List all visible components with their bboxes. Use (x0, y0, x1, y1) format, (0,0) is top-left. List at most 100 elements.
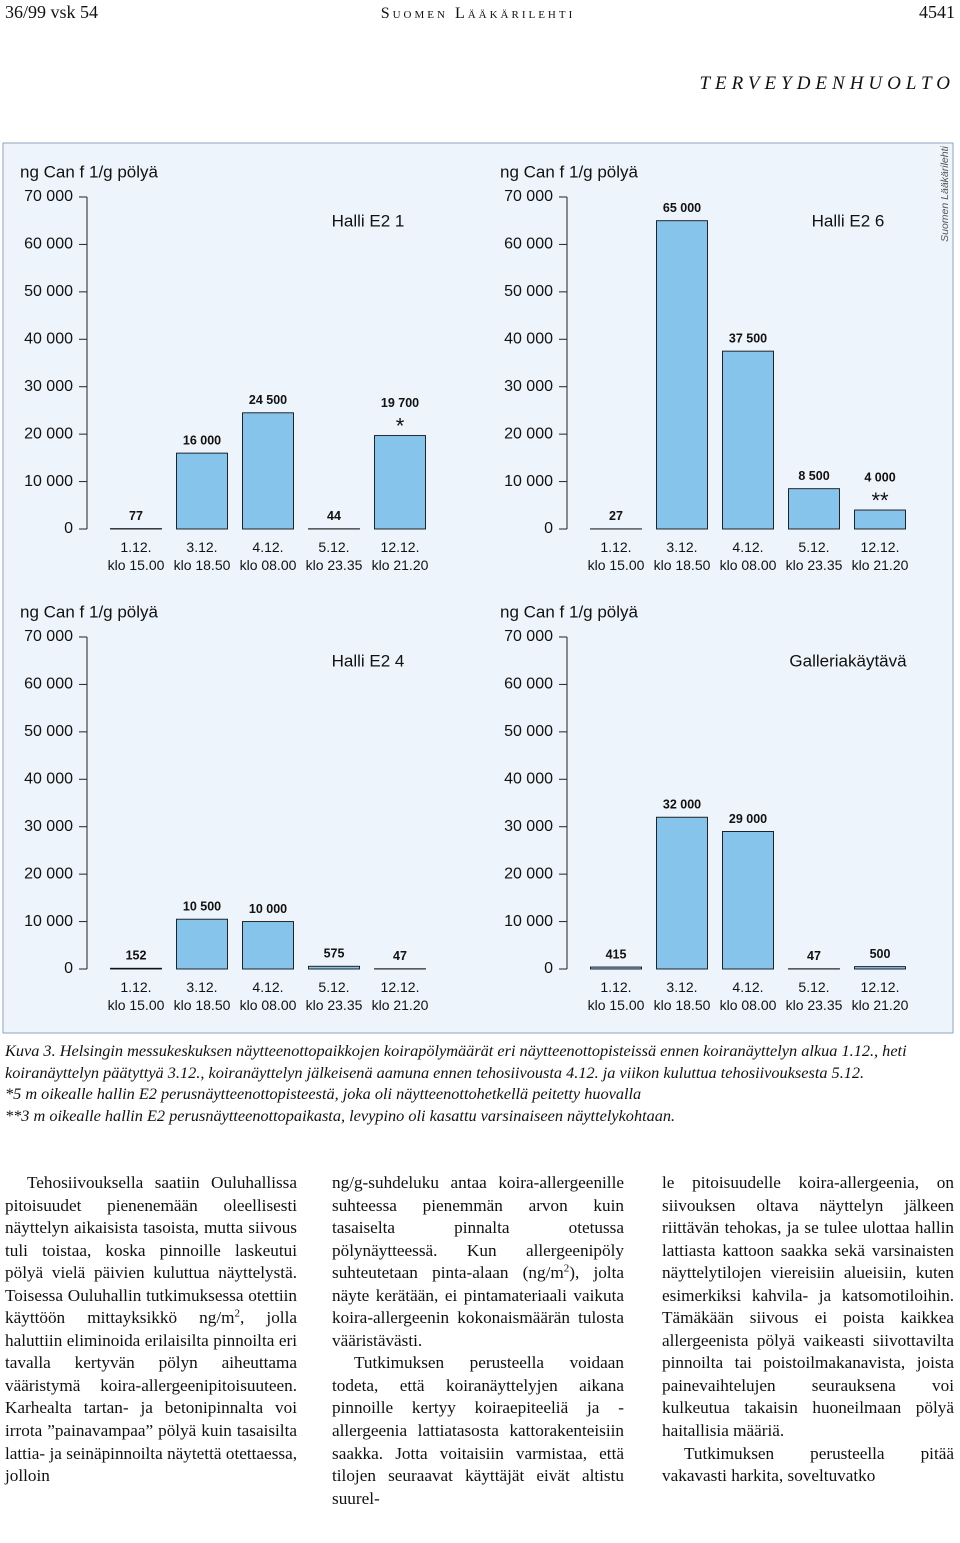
y-tick-label: 20 000 (24, 865, 73, 882)
value-note: * (396, 413, 405, 438)
y-axis-label: ng Can f 1/g pölyä (20, 602, 159, 621)
x-tick-label: 1.12. klo 15.00 (588, 979, 645, 1013)
x-tick-label-line: 1.12. (120, 539, 151, 555)
paragraph: ng/g-suhdeluku antaa koira-allergeenille… (332, 1172, 624, 1352)
caption-note: **3 m oikealle hallin E2 perusnäytteenot… (5, 1105, 676, 1125)
x-tick-label: 3.12. klo 18.50 (654, 979, 711, 1013)
x-tick-label: 12.12. klo 21.20 (852, 539, 909, 573)
x-tick-label: 5.12. klo 23.35 (306, 979, 363, 1013)
y-tick-label: 70 000 (24, 188, 73, 205)
y-tick-label: 70 000 (504, 188, 553, 205)
y-tick-label: 60 000 (24, 676, 73, 693)
y-tick-label: 30 000 (24, 818, 73, 835)
chart-title: Halli E2 1 (332, 211, 405, 230)
x-tick-label: 12.12. klo 21.20 (372, 539, 429, 573)
chart-title: Halli E2 6 (812, 211, 885, 230)
value-label: 77 (129, 509, 143, 523)
value-label: 37 500 (729, 331, 767, 345)
y-tick-label: 40 000 (24, 771, 73, 788)
y-tick-label: 70 000 (24, 628, 73, 645)
bar (176, 452, 228, 530)
x-tick-label: 3.12. klo 18.50 (174, 979, 231, 1013)
bar (656, 816, 708, 970)
x-tick-label-line: klo 18.50 (174, 997, 231, 1013)
value-label: 8 500 (798, 469, 829, 483)
y-tick-label: 50 000 (24, 723, 73, 740)
x-tick-label: 3.12. klo 18.50 (654, 539, 711, 573)
bar (176, 918, 228, 970)
x-tick-label-line: 5.12. (798, 539, 829, 555)
paragraph: Tutkimuksen perusteella voidaan todeta, … (332, 1352, 624, 1510)
value-label: 415 (606, 947, 627, 961)
caption-note: *5 m oikealle hallin E2 perusnäytteenott… (5, 1084, 642, 1104)
text-run: Tutkimuksen perusteella voidaan todeta, … (332, 1353, 624, 1508)
x-tick-label-line: klo 15.00 (108, 557, 165, 573)
bar (242, 921, 294, 970)
paragraph: Tutkimuksen perusteella pitää vakavasti … (662, 1443, 954, 1488)
x-tick-label-line: 3.12. (666, 979, 697, 995)
x-tick-label: 1.12. klo 15.00 (588, 539, 645, 573)
x-tick-label-line: 12.12. (861, 979, 900, 995)
x-tick-label: 12.12. klo 21.20 (852, 979, 909, 1013)
caption-text: Kuva 3. Helsingin messukeskuksen näyttee… (5, 1041, 907, 1082)
x-tick-label-line: klo 23.35 (306, 997, 363, 1013)
x-tick-label-line: 12.12. (381, 979, 420, 995)
text-run: le pitoisuudelle koira-allergeenia, on s… (662, 1173, 954, 1441)
superscript: 2 (563, 1262, 570, 1275)
bar (854, 966, 906, 970)
text-column: le pitoisuudelle koira-allergeenia, on s… (662, 1172, 954, 1488)
x-tick-label-line: klo 23.35 (786, 557, 843, 573)
x-tick-label-line: klo 21.20 (372, 997, 429, 1013)
x-tick-label-line: 5.12. (318, 979, 349, 995)
bar-chart: ng Can f 1/g pölyä Halli E2 1 0 10 000 20 00… (20, 162, 429, 572)
y-tick-label: 0 (544, 520, 553, 537)
text-run: ng/g-suhdeluku antaa koira-allergeenille… (332, 1173, 624, 1283)
y-tick-label: 30 000 (504, 378, 553, 395)
paragraph: le pitoisuudelle koira-allergeenia, on s… (662, 1172, 954, 1443)
value-label: 575 (324, 947, 345, 961)
text-run: , jolla haluttiin eliminoida erilaisilta… (5, 1308, 297, 1486)
y-tick-label: 0 (64, 960, 73, 977)
y-tick-label: 10 000 (24, 913, 73, 930)
x-tick-label-line: klo 15.00 (588, 557, 645, 573)
x-tick-label-line: 4.12. (732, 539, 763, 555)
y-tick-label: 30 000 (504, 818, 553, 835)
x-tick-label: 4.12. klo 08.00 (720, 979, 777, 1013)
y-tick-label: 40 000 (504, 331, 553, 348)
y-tick-label: 50 000 (504, 283, 553, 300)
x-tick-label-line: klo 15.00 (108, 997, 165, 1013)
x-tick-label-line: klo 18.50 (654, 557, 711, 573)
figure-panel (2, 142, 954, 1034)
y-tick-label: 60 000 (504, 236, 553, 253)
side-label: Suomen Lääkärilehti (939, 145, 951, 241)
y-tick-label: 40 000 (504, 771, 553, 788)
y-tick-label: 20 000 (24, 425, 73, 442)
chart-title: Galleriakäytävä (789, 651, 907, 670)
y-tick-label: 20 000 (504, 865, 553, 882)
y-tick-label: 30 000 (24, 378, 73, 395)
x-tick-label-line: 12.12. (861, 539, 900, 555)
y-tick-label: 10 000 (24, 473, 73, 490)
bar (722, 831, 774, 970)
value-label: 24 500 (249, 393, 287, 407)
journal-name: Suomen Lääkärilehti (381, 5, 576, 22)
x-tick-label: 4.12. klo 08.00 (240, 979, 297, 1013)
x-tick-label-line: 1.12. (600, 539, 631, 555)
x-tick-label-line: klo 21.20 (372, 557, 429, 573)
chart-title: Halli E2 4 (332, 651, 405, 670)
x-tick-label-line: klo 21.20 (852, 557, 909, 573)
x-tick-label: 5.12. klo 23.35 (786, 979, 843, 1013)
y-tick-label: 20 000 (504, 425, 553, 442)
y-tick-label: 50 000 (24, 283, 73, 300)
text-run: Tutkimuksen perusteella pitää vakavasti … (662, 1443, 954, 1486)
x-tick-label-line: 3.12. (666, 539, 697, 555)
x-tick-label: 4.12. klo 08.00 (720, 539, 777, 573)
y-axis-label: ng Can f 1/g pölyä (500, 602, 639, 621)
x-tick-label-line: 5.12. (318, 539, 349, 555)
bar (788, 488, 840, 530)
value-label: 29 000 (729, 812, 767, 826)
value-label: 16 000 (183, 433, 221, 447)
value-label: 65 000 (663, 201, 701, 215)
x-tick-label-line: 3.12. (186, 979, 217, 995)
